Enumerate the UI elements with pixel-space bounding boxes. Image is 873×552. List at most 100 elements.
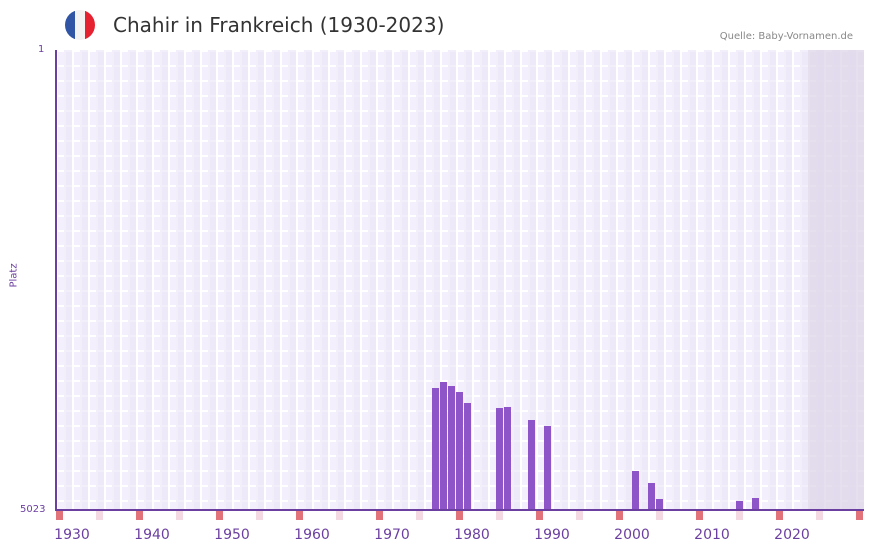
decade-marker bbox=[56, 511, 63, 520]
grid-stripe bbox=[144, 50, 152, 510]
x-tick-label: 1970 bbox=[374, 527, 410, 543]
grid-stripe bbox=[80, 50, 88, 510]
x-tick-label: 1980 bbox=[454, 527, 490, 543]
grid-stripe bbox=[528, 50, 536, 510]
grid-stripe bbox=[272, 50, 280, 510]
x-tick-label: 2010 bbox=[694, 527, 730, 543]
x-tick-label: 2000 bbox=[614, 527, 650, 543]
grid-stripe bbox=[352, 50, 360, 510]
bar-1980[interactable] bbox=[464, 402, 471, 510]
grid-stripe bbox=[592, 50, 600, 510]
grid-stripe bbox=[512, 50, 520, 510]
grid-stripe bbox=[800, 50, 808, 510]
bar-2001[interactable] bbox=[632, 470, 639, 510]
grid-stripe bbox=[240, 50, 248, 510]
grid-stripe bbox=[432, 50, 440, 510]
half-decade-marker bbox=[336, 511, 343, 520]
bar-1979[interactable] bbox=[456, 391, 463, 510]
grid-stripe bbox=[384, 50, 392, 510]
grid-stripe bbox=[176, 50, 184, 510]
grid-stripe bbox=[752, 50, 760, 510]
grid-stripe bbox=[128, 50, 136, 510]
bar-1985[interactable] bbox=[504, 406, 511, 510]
grid-stripe bbox=[656, 50, 664, 510]
grid-stripe bbox=[736, 50, 744, 510]
grid-stripe bbox=[720, 50, 728, 510]
grid-stripe bbox=[96, 50, 104, 510]
grid-stripe bbox=[336, 50, 344, 510]
grid-stripe bbox=[464, 50, 472, 510]
half-decade-marker bbox=[416, 511, 423, 520]
grid-stripe bbox=[320, 50, 328, 510]
bar-1976[interactable] bbox=[432, 387, 439, 510]
half-decade-marker bbox=[96, 511, 103, 520]
france-flag-icon bbox=[65, 10, 95, 40]
half-decade-marker bbox=[656, 511, 663, 520]
bar-1984[interactable] bbox=[496, 407, 503, 510]
grid-stripe bbox=[416, 50, 424, 510]
grid-stripe bbox=[256, 50, 264, 510]
grid-stripe bbox=[288, 50, 296, 510]
decade-marker bbox=[376, 511, 383, 520]
decade-marker bbox=[696, 511, 703, 520]
x-tick-label: 1960 bbox=[294, 527, 330, 543]
grid-stripe bbox=[400, 50, 408, 510]
half-decade-marker bbox=[736, 511, 743, 520]
grid-stripe bbox=[496, 50, 504, 510]
source-credit: Quelle: Baby-Vornamen.de bbox=[719, 31, 853, 42]
half-decade-marker bbox=[256, 511, 263, 520]
grid-stripe bbox=[624, 50, 632, 510]
decade-marker bbox=[456, 511, 463, 520]
plot-area bbox=[56, 50, 864, 510]
half-decade-marker bbox=[176, 511, 183, 520]
y-axis-title: Platz bbox=[8, 263, 20, 288]
y-tick-bottom: 5023 bbox=[20, 504, 46, 515]
half-decade-marker bbox=[576, 511, 583, 520]
grid-stripe bbox=[704, 50, 712, 510]
grid-stripe bbox=[112, 50, 120, 510]
decade-marker bbox=[856, 511, 863, 520]
grid-stripe bbox=[64, 50, 72, 510]
bar-2014[interactable] bbox=[736, 501, 743, 510]
grid-stripe bbox=[608, 50, 616, 510]
decade-marker bbox=[616, 511, 623, 520]
x-tick-label: 2020 bbox=[774, 527, 810, 543]
bar-2004[interactable] bbox=[656, 499, 663, 510]
grid-stripe bbox=[576, 50, 584, 510]
bar-1990[interactable] bbox=[544, 426, 551, 510]
bar-2016[interactable] bbox=[752, 498, 759, 510]
x-tick-label: 1990 bbox=[534, 527, 570, 543]
future-shade bbox=[808, 50, 864, 510]
y-tick-top: 1 bbox=[38, 44, 45, 55]
grid-stripe bbox=[304, 50, 312, 510]
grid-stripe bbox=[560, 50, 568, 510]
grid-stripe bbox=[160, 50, 168, 510]
grid-stripe bbox=[448, 50, 456, 510]
decade-marker bbox=[536, 511, 543, 520]
grid-stripe bbox=[192, 50, 200, 510]
grid-stripe bbox=[672, 50, 680, 510]
x-axis-line bbox=[55, 509, 864, 511]
grid-stripe bbox=[480, 50, 488, 510]
half-decade-marker bbox=[816, 511, 823, 520]
grid-stripe bbox=[688, 50, 696, 510]
decade-marker bbox=[216, 511, 223, 520]
bar-2003[interactable] bbox=[648, 482, 655, 510]
grid-stripe bbox=[640, 50, 648, 510]
bar-1988[interactable] bbox=[528, 419, 535, 510]
bar-1978[interactable] bbox=[448, 385, 455, 510]
grid-stripe bbox=[208, 50, 216, 510]
grid-stripe bbox=[768, 50, 776, 510]
bar-1977[interactable] bbox=[440, 381, 447, 510]
decade-marker bbox=[136, 511, 143, 520]
x-tick-label: 1950 bbox=[214, 527, 250, 543]
x-tick-label: 1930 bbox=[54, 527, 90, 543]
decade-marker bbox=[296, 511, 303, 520]
chart-title: Chahir in Frankreich (1930-2023) bbox=[113, 13, 445, 37]
grid-stripe bbox=[544, 50, 552, 510]
half-decade-marker bbox=[496, 511, 503, 520]
grid-stripe bbox=[368, 50, 376, 510]
x-tick-label: 1940 bbox=[134, 527, 170, 543]
grid-stripe bbox=[224, 50, 232, 510]
y-axis-line bbox=[55, 50, 57, 511]
